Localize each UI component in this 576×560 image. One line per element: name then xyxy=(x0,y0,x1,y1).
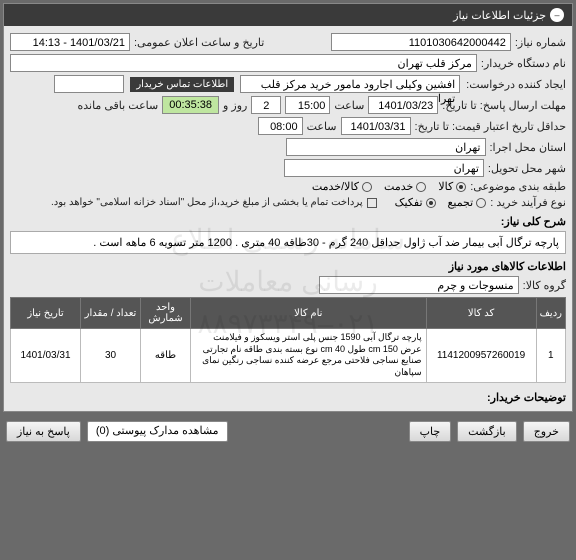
deadline-label: مهلت ارسال پاسخ: تا تاریخ: xyxy=(442,99,566,112)
category-label: طبقه بندی موضوعی: xyxy=(470,180,566,193)
table-cell: 1141200957260019 xyxy=(426,329,536,383)
items-section-title: اطلاعات کالاهای مورد نیاز xyxy=(10,260,566,273)
items-table: ردیفکد کالانام کالاواحد شمارشتعداد / مقد… xyxy=(10,297,566,383)
buyprocess-option-label: تجمیع xyxy=(448,196,474,209)
days-label: روز و xyxy=(223,99,247,112)
table-cell: پارچه ترگال آبی 1590 جنس پلی استر ویسکوز… xyxy=(191,329,427,383)
back-button[interactable]: بازگشت xyxy=(457,421,517,442)
category-option-label: کالا/خدمت xyxy=(312,180,359,193)
buyer-field: مرکز قلب تهران xyxy=(10,54,477,72)
deliver-city-label: شهر محل تحویل: xyxy=(488,162,566,175)
creator-field: افشین وکیلی اجارود مامور خرید مرکز قلب ت… xyxy=(240,75,460,93)
items-table-head: ردیفکد کالانام کالاواحد شمارشتعداد / مقد… xyxy=(11,298,566,329)
radio-icon xyxy=(476,198,486,208)
table-column-header: ردیف xyxy=(536,298,565,329)
group-field: منسوجات و چرم xyxy=(319,276,519,294)
table-column-header: تعداد / مقدار xyxy=(81,298,141,329)
category-radios: کالا خدمت کالا/خدمت xyxy=(312,180,466,193)
time-label-1: ساعت xyxy=(334,99,364,112)
contact-badge[interactable]: اطلاعات تماس خریدار xyxy=(130,77,234,92)
deadline-date-field: 1401/03/23 xyxy=(368,96,438,114)
collapse-icon[interactable]: – xyxy=(550,8,564,22)
panel-body: شماره نیاز: 1101030642000442 تاریخ و ساع… xyxy=(4,26,572,411)
buyprocess-option-0[interactable]: تجمیع xyxy=(448,196,487,209)
validity-label: حداقل تاریخ اعتبار قیمت: تا تاریخ: xyxy=(415,120,566,133)
category-option-label: کالا xyxy=(438,180,453,193)
exec-city-label: استان محل اجرا: xyxy=(490,141,567,154)
exec-city-field: تهران xyxy=(286,138,486,156)
main-panel: – جزئیات اطلاعات نیاز شماره نیاز: 110103… xyxy=(3,3,573,412)
treasury-note: پرداخت تمام یا بخشی از مبلغ خرید،از محل … xyxy=(51,197,363,208)
radio-icon xyxy=(362,182,372,192)
deadline-time-field: 15:00 xyxy=(285,96,330,114)
deliver-city-field: تهران xyxy=(284,159,484,177)
validity-date-field: 1401/03/31 xyxy=(341,117,411,135)
need-desc-text: پارچه ترگال آبی بیمار ضد آب ژاول حداقل 2… xyxy=(10,231,566,254)
buyer-label: نام دستگاه خریدار: xyxy=(481,57,566,70)
exit-button[interactable]: خروج xyxy=(523,421,570,442)
category-option-2[interactable]: کالا/خدمت xyxy=(312,180,372,193)
time-label-2: ساعت xyxy=(307,120,337,133)
table-column-header: تاریخ نیاز xyxy=(11,298,81,329)
radio-icon xyxy=(456,182,466,192)
validity-time-field: 08:00 xyxy=(258,117,303,135)
buyprocess-option-label: تفکیک xyxy=(395,196,423,209)
table-cell: 1 xyxy=(536,329,565,383)
need-number-label: شماره نیاز: xyxy=(515,36,566,49)
category-option-1[interactable]: خدمت xyxy=(384,180,426,193)
buyer-notes-label: توضیحات خریدار: xyxy=(10,391,566,404)
announce-date-field: 1401/03/21 - 14:13 xyxy=(10,33,130,51)
table-row[interactable]: 11141200957260019پارچه ترگال آبی 1590 جن… xyxy=(11,329,566,383)
print-button[interactable]: چاپ xyxy=(409,421,452,442)
footer-buttons: خروج بازگشت چاپ مشاهده مدارک پیوستی (0) … xyxy=(0,415,576,448)
table-cell: 1401/03/31 xyxy=(11,329,81,383)
table-column-header: نام کالا xyxy=(191,298,427,329)
radio-icon xyxy=(426,198,436,208)
radio-icon xyxy=(416,182,426,192)
category-option-label: خدمت xyxy=(384,180,413,193)
respond-button[interactable]: پاسخ به نیاز xyxy=(6,421,81,442)
contact-empty xyxy=(54,75,124,93)
creator-label: ایجاد کننده درخواست: xyxy=(466,78,566,91)
table-cell: طاقه xyxy=(141,329,191,383)
remain-time-field: 00:35:38 xyxy=(162,96,219,114)
group-label: گروه کالا: xyxy=(523,279,566,292)
buyprocess-option-1[interactable]: تفکیک xyxy=(395,196,436,209)
days-field: 2 xyxy=(251,96,281,114)
need-number-field: 1101030642000442 xyxy=(331,33,511,51)
need-desc-title: شرح کلی نیاز: xyxy=(10,215,566,228)
attachments-button[interactable]: مشاهده مدارک پیوستی (0) xyxy=(87,421,228,442)
treasury-checkbox[interactable] xyxy=(367,198,377,208)
panel-header: – جزئیات اطلاعات نیاز xyxy=(4,4,572,26)
table-cell: 30 xyxy=(81,329,141,383)
table-column-header: کد کالا xyxy=(426,298,536,329)
category-option-0[interactable]: کالا xyxy=(438,180,466,193)
remain-label: ساعت باقی مانده xyxy=(77,99,158,112)
buyprocess-radios: تجمیع تفکیک xyxy=(395,196,487,209)
buyprocess-label: نوع فرآیند خرید : xyxy=(490,196,566,209)
announce-date-label: تاریخ و ساعت اعلان عمومی: xyxy=(134,36,264,49)
items-table-body: 11141200957260019پارچه ترگال آبی 1590 جن… xyxy=(11,329,566,383)
table-column-header: واحد شمارش xyxy=(141,298,191,329)
panel-title: جزئیات اطلاعات نیاز xyxy=(453,9,546,22)
